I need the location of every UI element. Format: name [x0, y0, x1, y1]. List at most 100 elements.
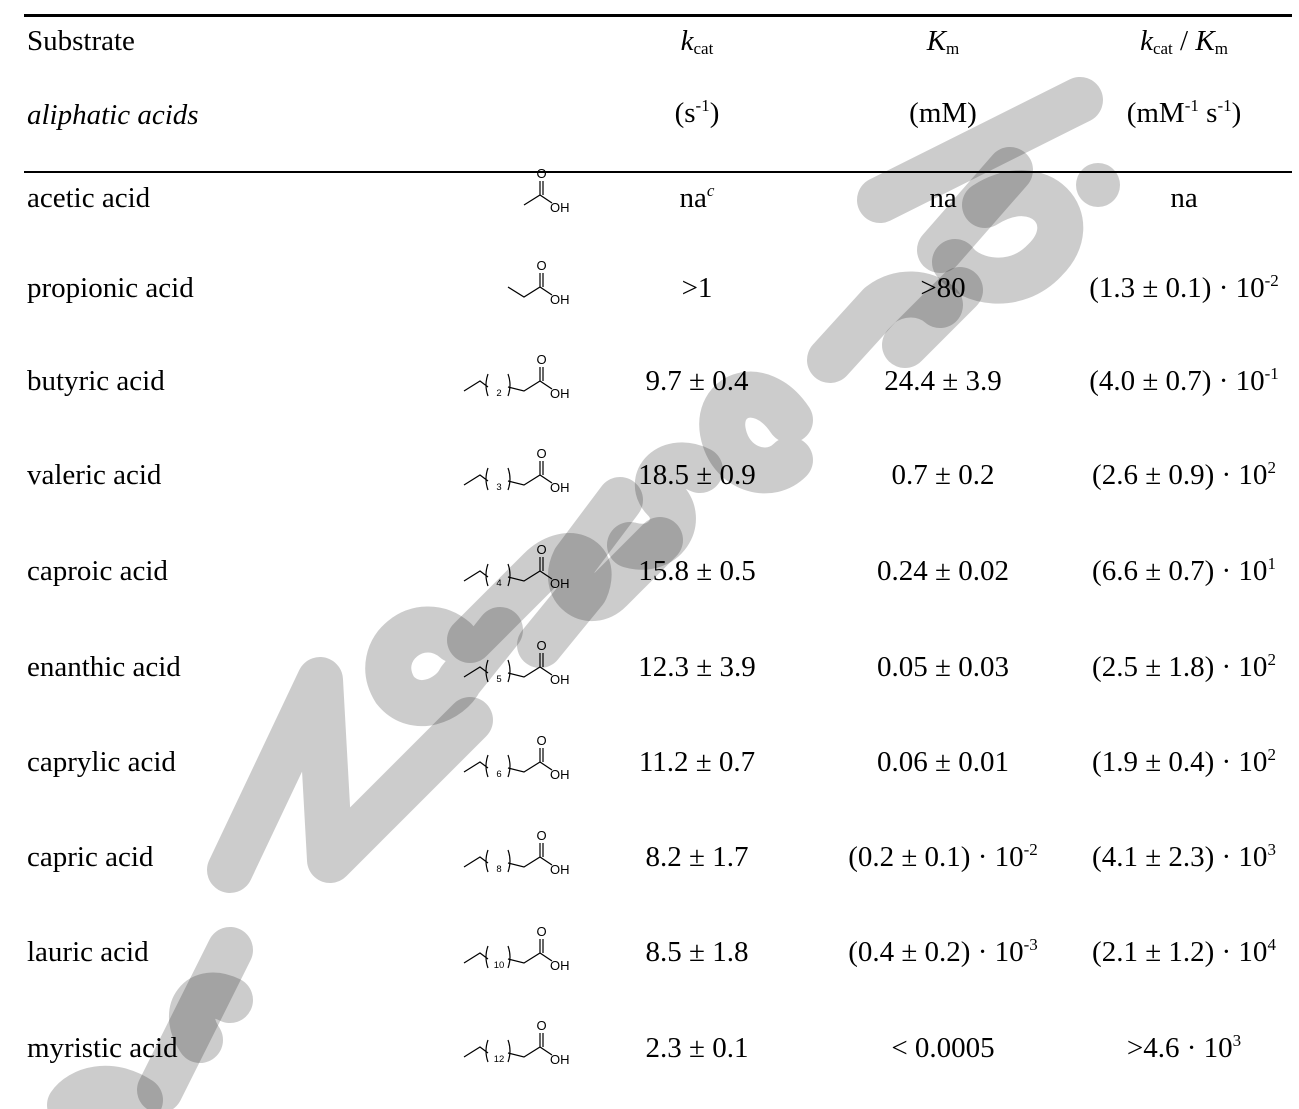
substrate-name-text: propionic acid	[27, 272, 194, 304]
km-symbol: K	[926, 25, 947, 57]
kcat-symbol: k	[680, 25, 694, 57]
kcat-km-value-exponent: 2	[1267, 745, 1276, 764]
substrate-name-text: caproic acid	[27, 555, 168, 587]
kcat-value: 12.3 ± 3.9	[612, 650, 782, 684]
ratio-unit-end: )	[1231, 97, 1242, 129]
substrate-name: myristic acid	[27, 1031, 178, 1065]
km-value-text: 0.05 ± 0.03	[877, 651, 1009, 683]
hydroxyl-label: OH	[550, 200, 570, 215]
km-value-text: 0.24 ± 0.02	[877, 555, 1009, 587]
kcat-km-value: (2.1 ± 1.2) · 104	[1070, 935, 1298, 969]
ratio-unit-exp-a: -1	[1184, 96, 1199, 115]
kcat-km-value: (2.5 ± 1.8) · 102	[1070, 650, 1298, 684]
structure-drawing: O OH 4	[448, 540, 578, 600]
km-value-text: na	[929, 182, 957, 214]
chain-count: 12	[494, 1054, 505, 1065]
oxygen-label: O	[536, 733, 546, 748]
substrate-name: propionic acid	[27, 271, 194, 305]
kcat-value-text: 8.2 ± 1.7	[645, 841, 749, 873]
km-value: < 0.0005	[828, 1031, 1058, 1065]
bond-lines	[463, 367, 553, 397]
ratio-sym1: k	[1140, 25, 1153, 57]
substrate-name: caproic acid	[27, 554, 168, 588]
substrate-name-text: valeric acid	[27, 459, 162, 491]
hydroxyl-label: OH	[550, 958, 570, 973]
km-value: na	[828, 181, 1058, 215]
km-value-text: 0.06 ± 0.01	[877, 746, 1009, 778]
hydroxyl-label: OH	[550, 767, 570, 782]
bond-lines	[463, 653, 553, 683]
header-ratio: kcat / Km	[1070, 24, 1298, 58]
kcat-value-text: >1	[681, 272, 713, 304]
kcat-value: >1	[612, 271, 782, 305]
kcat-value-text: 9.7 ± 0.4	[645, 365, 749, 397]
km-value-exponent: -3	[1023, 935, 1038, 954]
chain-count: 6	[496, 769, 501, 780]
kcat-value: 2.3 ± 0.1	[612, 1031, 782, 1065]
km-value: >80	[828, 271, 1058, 305]
km-value-text: 0.7 ± 0.2	[891, 459, 995, 491]
header-kcat-unit: (s-1)	[612, 96, 782, 130]
kcat-km-value: (2.6 ± 0.9) · 102	[1070, 458, 1298, 492]
header-km-unit: (mM)	[909, 97, 977, 129]
kcat-km-value-exponent: -2	[1264, 271, 1279, 290]
structure-drawing: O OH 8	[448, 826, 578, 886]
substrate-name-text: butyric acid	[27, 365, 165, 397]
header-substrate: Substrate	[27, 25, 135, 57]
km-value: (0.4 ± 0.2) · 10-3	[828, 935, 1058, 969]
substrate-name-text: enanthic acid	[27, 651, 181, 683]
bond-lines	[463, 843, 553, 873]
km-subscript: m	[946, 39, 960, 58]
ratio-sep: /	[1172, 25, 1196, 57]
kcat-km-value-exponent: -1	[1264, 364, 1279, 383]
substrate-name: butyric acid	[27, 364, 165, 398]
kcat-km-value-exponent: 2	[1267, 650, 1276, 669]
substrate-name-text: lauric acid	[27, 936, 149, 968]
kcat-value-text: 11.2 ± 0.7	[638, 746, 756, 778]
kcat-km-value-text: (1.3 ± 0.1) · 10	[1089, 272, 1265, 304]
hydroxyl-label: OH	[550, 672, 570, 687]
kcat-km-value-text: (1.9 ± 0.4) · 10	[1092, 746, 1268, 778]
chain-count: 3	[496, 482, 501, 493]
kcat-km-value-text: >4.6 · 10	[1126, 1032, 1233, 1064]
kcat-value: nac	[612, 181, 782, 215]
km-value: (0.2 ± 0.1) · 10-2	[828, 840, 1058, 874]
kcat-unit-end: )	[709, 97, 720, 129]
chain-count: 10	[494, 960, 505, 971]
substrate-name: lauric acid	[27, 935, 149, 969]
bond-lines	[463, 461, 553, 491]
bond-lines	[463, 939, 553, 969]
oxygen-label: O	[536, 1018, 546, 1033]
kcat-km-value-text: (2.1 ± 1.2) · 10	[1092, 936, 1268, 968]
structure-drawing: O OH 2	[448, 350, 578, 410]
kcat-value: 8.2 ± 1.7	[612, 840, 782, 874]
kcat-km-value-text: (4.0 ± 0.7) · 10	[1089, 365, 1265, 397]
substrate-name-text: capric acid	[27, 841, 154, 873]
substrate-name: acetic acid	[27, 181, 150, 215]
structure-drawing: O OH 12	[448, 1016, 578, 1076]
kcat-value: 11.2 ± 0.7	[612, 745, 782, 779]
ratio-sub1: cat	[1152, 39, 1173, 58]
bond-lines	[463, 748, 553, 778]
bond-lines	[463, 557, 553, 587]
kcat-value: 15.8 ± 0.5	[612, 554, 782, 588]
header-km: Km	[828, 24, 1058, 58]
chain-count: 2	[496, 388, 501, 399]
substrate-name: capric acid	[27, 840, 153, 874]
header-group-label: aliphatic acids	[27, 99, 199, 131]
oxygen-label: O	[536, 924, 546, 939]
km-value-text: 24.4 ± 3.9	[884, 365, 1002, 397]
kcat-km-value-exponent: 3	[1267, 840, 1276, 859]
structure-drawing: O OH	[448, 164, 578, 224]
kcat-value: 9.7 ± 0.4	[612, 364, 782, 398]
substrate-name: enanthic acid	[27, 650, 181, 684]
structure-drawing: O OH	[448, 256, 578, 316]
hydroxyl-label: OH	[550, 862, 570, 877]
substrate-name: valeric acid	[27, 458, 161, 492]
chain-count: 8	[496, 864, 501, 875]
km-value-text: >80	[920, 272, 966, 304]
hydroxyl-label: OH	[550, 386, 570, 401]
km-value-text: < 0.0005	[891, 1032, 995, 1064]
ratio-unit-b: s	[1198, 97, 1218, 129]
kcat-value-text: 2.3 ± 0.1	[645, 1032, 749, 1064]
